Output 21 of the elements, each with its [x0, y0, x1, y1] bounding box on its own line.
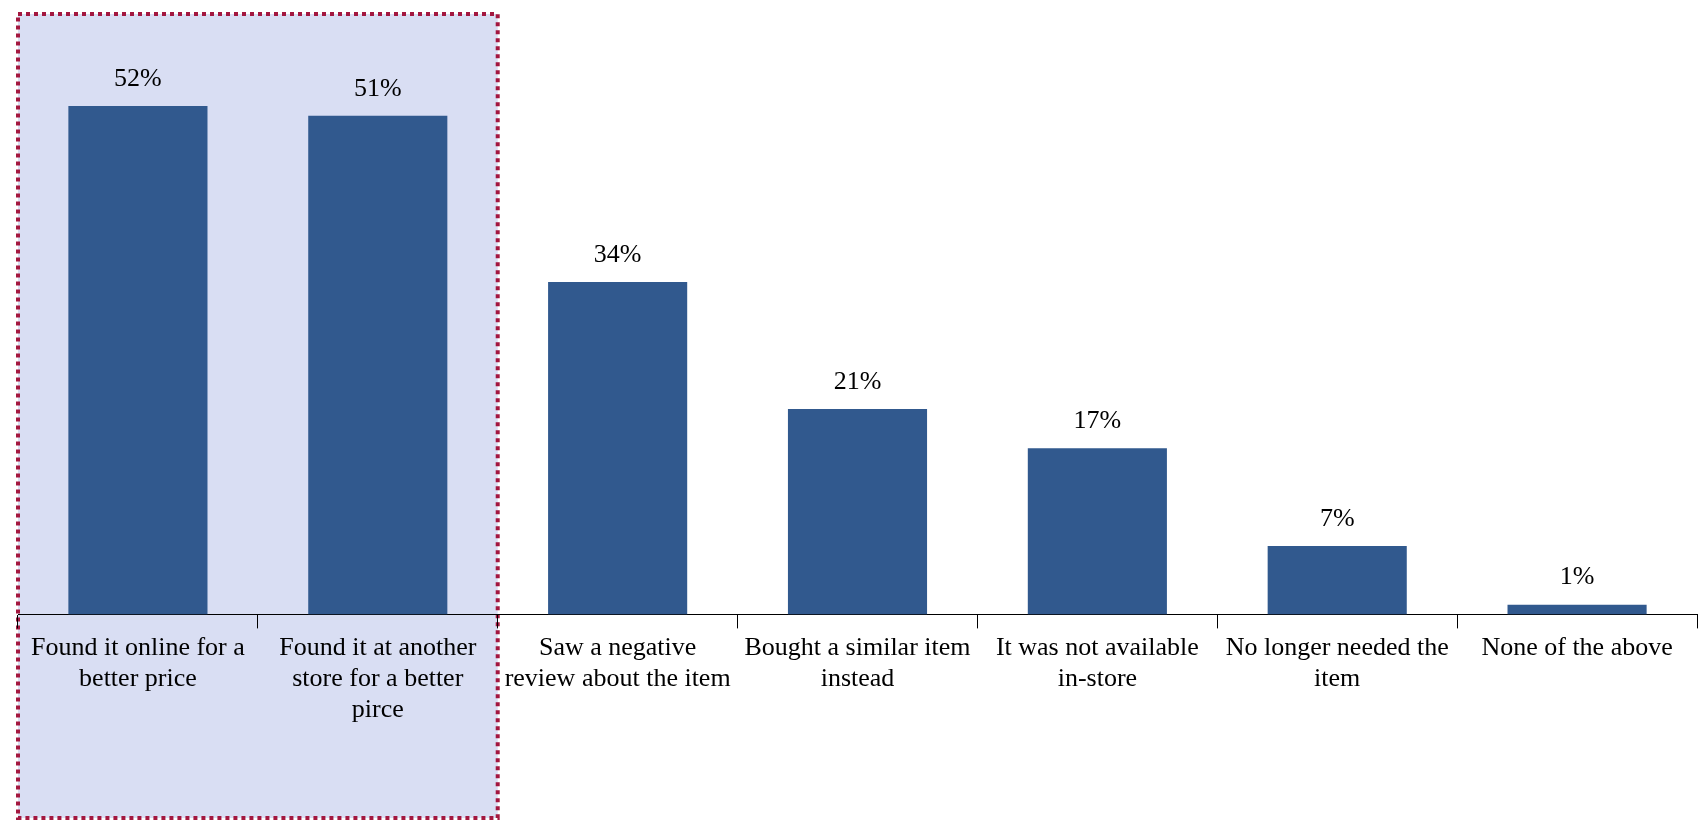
x-tick-label: None of the above: [1481, 631, 1673, 661]
x-tick-label: It was not available in-store: [995, 631, 1199, 693]
x-tick-label: No longer needed the item: [1225, 631, 1449, 693]
x-tick-label: Bought a similar item instead: [744, 631, 971, 693]
data-label: 1%: [1559, 561, 1595, 591]
bar: [1267, 545, 1407, 615]
bar: [548, 282, 688, 615]
bar: [1027, 448, 1167, 615]
x-tick-label: Found it online for a better price: [31, 631, 246, 693]
data-label: 21%: [833, 365, 882, 395]
bar: [787, 409, 928, 615]
bar: [308, 115, 448, 615]
data-label: 51%: [353, 72, 402, 102]
data-label: 34%: [593, 238, 642, 268]
bar: [1507, 604, 1647, 615]
bar: [68, 106, 208, 615]
x-tick-label: Saw a negative review about the item: [504, 631, 731, 693]
data-label: 7%: [1319, 502, 1355, 532]
x-tick-label: Found it at another store for a better pirce: [279, 631, 477, 724]
data-label: 17%: [1073, 405, 1122, 435]
data-label: 52%: [114, 62, 162, 92]
